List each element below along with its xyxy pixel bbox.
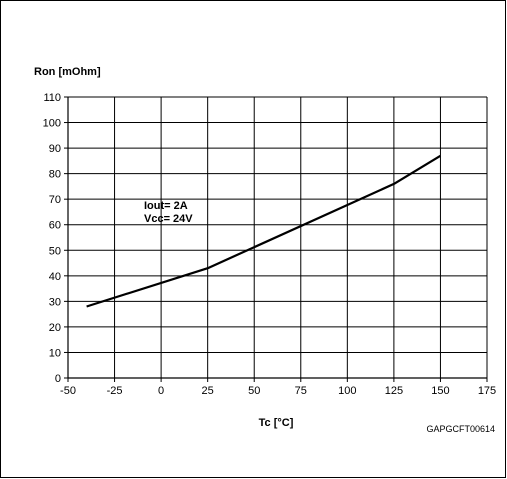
series-group [86, 154, 441, 308]
x-tick-label: 25 [202, 385, 214, 397]
y-tick-labels: 0 10 20 30 40 50 60 70 80 90 100 110 [43, 92, 61, 385]
x-tick-label: 100 [338, 385, 356, 397]
y-tick-label: 50 [49, 245, 61, 257]
x-tick-label: 75 [295, 385, 307, 397]
y-tick-label: 90 [49, 143, 61, 155]
x-tick-label: 150 [431, 385, 449, 397]
y-tick-label: 0 [55, 373, 61, 385]
y-tick-label: 100 [43, 118, 61, 130]
y-tick-label: 110 [43, 92, 61, 104]
x-tick-label: 125 [385, 385, 403, 397]
annotation-iout: Iout= 2A [144, 200, 188, 212]
y-tick-label: 30 [49, 296, 61, 308]
y-tick-label: 60 [49, 220, 61, 232]
x-tick-label: 50 [248, 385, 260, 397]
y-tick-label: 20 [49, 322, 61, 334]
figure-code: GAPGCFT00614 [426, 424, 495, 434]
grid [64, 96, 488, 382]
x-tick-label: 175 [478, 385, 496, 397]
y-tick-label: 10 [49, 347, 61, 359]
y-tick-label: 70 [49, 194, 61, 206]
series-line [86, 154, 441, 308]
annotation-vcc: Vcc= 24V [144, 213, 193, 225]
x-tick-label: -25 [107, 385, 123, 397]
x-tick-labels: -50 -25 0 25 50 75 100 125 150 175 [60, 385, 496, 397]
x-tick-label: 0 [158, 385, 164, 397]
x-tick-label: -50 [60, 385, 76, 397]
x-axis-label: Tc [°C] [259, 417, 294, 429]
y-axis-label: Ron [mOhm] [34, 66, 101, 78]
y-tick-label: 40 [49, 271, 61, 283]
y-tick-label: 80 [49, 169, 61, 181]
